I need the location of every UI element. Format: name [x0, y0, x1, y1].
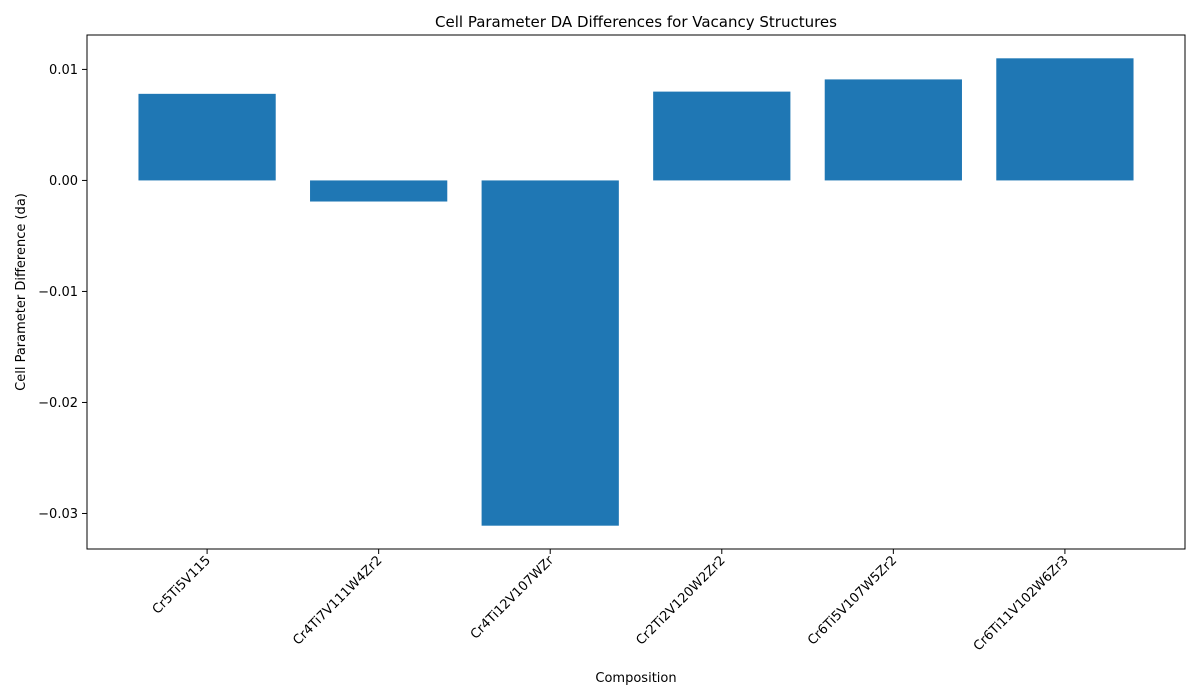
bar-1 — [310, 180, 448, 202]
y-tick-label-2: −0.01 — [38, 285, 78, 300]
chart-title: Cell Parameter DA Differences for Vacanc… — [435, 13, 837, 31]
x-tick-label-2: Cr4Ti12V107WZr — [468, 553, 558, 643]
bar-3 — [653, 91, 791, 181]
y-tick-label-3: 0.00 — [49, 174, 78, 189]
y-tick-label-4: 0.01 — [49, 63, 78, 78]
x-axis-label: Composition — [595, 671, 676, 686]
y-axis: −0.03 −0.02 −0.01 0.00 0.01 — [38, 63, 87, 522]
x-tick-label-3: Cr2Ti2V120W2Zr2 — [634, 553, 729, 648]
x-axis: Cr5Ti5V115 Cr4Ti7V111W4Zr2 Cr4Ti12V107WZr C… — [150, 549, 1072, 654]
y-tick-label-0: −0.03 — [38, 507, 78, 522]
bar-4 — [824, 79, 962, 181]
x-tick-label-5: Cr6Ti11V102W6Zr3 — [971, 553, 1072, 654]
x-tick-label-1: Cr4Ti7V111W4Zr2 — [290, 553, 385, 648]
x-tick-label-0: Cr5Ti5V115 — [150, 553, 214, 617]
plot-frame — [86, 34, 1186, 550]
bar-5 — [996, 58, 1134, 181]
bars-group — [138, 58, 1134, 526]
bar-0 — [138, 93, 276, 181]
x-tick-label-4: Cr6Ti5V107W5Zr2 — [805, 553, 900, 648]
y-axis-label: Cell Parameter Difference (da) — [14, 193, 29, 391]
bar-2 — [481, 180, 619, 526]
y-tick-label-1: −0.02 — [38, 396, 78, 411]
